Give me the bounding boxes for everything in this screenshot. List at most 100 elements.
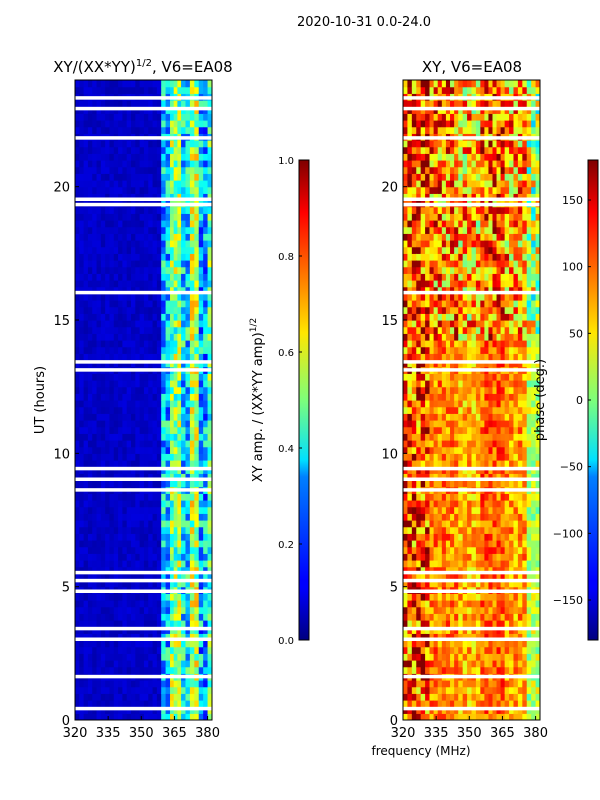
- amplitude-cell: [113, 246, 119, 254]
- phase-cell: [407, 606, 413, 614]
- phase-cell: [484, 666, 490, 674]
- amplitude-cell: [109, 400, 115, 408]
- phase-cell: [458, 386, 464, 394]
- amplitude-cell: [75, 246, 80, 254]
- phase-cell: [458, 226, 464, 234]
- phase-cell: [484, 573, 490, 581]
- amplitude-cell: [165, 393, 171, 401]
- amplitude-cell: [170, 540, 175, 548]
- amplitude-cell: [189, 460, 195, 468]
- amplitude-cell: [194, 160, 200, 168]
- phase-cell: [480, 460, 485, 468]
- amplitude-cell: [105, 346, 111, 354]
- amplitude-cell: [165, 160, 171, 168]
- amplitude-cell: [148, 413, 154, 421]
- amplitude-cell: [152, 700, 158, 708]
- amplitude-cell: [165, 520, 171, 528]
- amplitude-cell: [165, 146, 171, 154]
- amplitude-cell: [105, 240, 111, 248]
- amplitude-cell: [118, 386, 123, 394]
- phase-cell: [429, 633, 435, 641]
- amplitude-cell: [177, 606, 182, 614]
- amplitude-cell: [79, 273, 85, 281]
- amplitude-cell: [105, 380, 111, 388]
- amplitude-cell: [131, 573, 136, 581]
- amplitude-cell: [83, 160, 89, 168]
- amplitude-heatmap: [75, 80, 212, 720]
- phase-cell: [467, 240, 473, 248]
- phase-cell: [445, 353, 451, 361]
- amplitude-cell: [203, 633, 209, 641]
- phase-cell: [454, 426, 459, 434]
- amplitude-cell: [185, 226, 191, 234]
- phase-cell: [429, 146, 435, 154]
- phase-cell: [462, 453, 468, 461]
- phase-cell: [429, 560, 435, 568]
- amplitude-cell: [165, 253, 171, 261]
- amplitude-cell: [207, 440, 212, 448]
- amplitude-cell: [122, 546, 128, 554]
- amplitude-cell: [173, 600, 178, 608]
- amplitude-cell: [139, 560, 145, 568]
- phase-cell: [462, 113, 468, 121]
- phase-cell: [441, 440, 447, 448]
- amplitude-cell: [161, 526, 167, 534]
- phase-cell: [407, 473, 413, 481]
- amplitude-cell: [181, 580, 187, 588]
- amplitude-cell: [177, 413, 182, 421]
- phase-cell: [411, 513, 417, 521]
- phase-cell: [407, 686, 413, 694]
- amplitude-cell: [139, 693, 145, 701]
- amplitude-cell: [92, 173, 98, 181]
- phase-cell: [480, 353, 485, 361]
- amplitude-cell: [143, 153, 149, 161]
- phase-cell: [480, 520, 485, 528]
- phase-cell: [471, 166, 477, 174]
- phase-cell: [471, 540, 477, 548]
- phase-cell: [441, 286, 447, 294]
- amplitude-cell: [109, 426, 115, 434]
- amplitude-cell: [207, 213, 212, 221]
- amplitude-cell: [207, 553, 212, 561]
- amplitude-cell: [79, 506, 85, 514]
- amplitude-cell: [135, 213, 141, 221]
- phase-cell: [467, 120, 473, 128]
- amplitude-cell: [185, 80, 191, 88]
- phase-cell: [407, 273, 413, 281]
- amplitude-cell: [161, 500, 167, 508]
- phase-cell: [454, 680, 459, 688]
- amplitude-cell: [181, 206, 187, 214]
- phase-cell: [403, 320, 409, 328]
- phase-cell: [411, 293, 417, 301]
- amplitude-cell: [152, 513, 158, 521]
- amplitude-cell: [148, 273, 154, 281]
- phase-cell: [416, 546, 422, 554]
- phase-cell: [433, 433, 439, 441]
- amplitude-cell: [109, 473, 115, 481]
- phase-cell: [467, 446, 473, 454]
- amplitude-cell: [173, 293, 178, 301]
- phase-cell: [462, 580, 468, 588]
- amplitude-cell: [207, 613, 212, 621]
- phase-cell: [458, 233, 464, 241]
- phase-cell: [407, 600, 413, 608]
- amplitude-cell: [161, 406, 167, 414]
- amplitude-cell: [161, 100, 167, 108]
- phase-cell: [454, 253, 459, 261]
- amplitude-cell: [113, 426, 119, 434]
- amplitude-cell: [143, 186, 149, 194]
- amplitude-cell: [109, 413, 115, 421]
- amplitude-cell: [92, 153, 98, 161]
- amplitude-cell: [96, 580, 102, 588]
- amplitude-cell: [177, 266, 182, 274]
- amplitude-cell: [170, 346, 175, 354]
- amplitude-cell: [135, 380, 141, 388]
- amplitude-cell: [185, 700, 191, 708]
- amplitude-cell: [189, 620, 195, 628]
- amplitude-cell: [139, 500, 145, 508]
- phase-cell: [425, 220, 431, 228]
- amplitude-cell: [143, 453, 149, 461]
- phase-cell: [475, 480, 481, 488]
- amplitude-cell: [109, 193, 115, 201]
- amplitude-cell: [148, 153, 154, 161]
